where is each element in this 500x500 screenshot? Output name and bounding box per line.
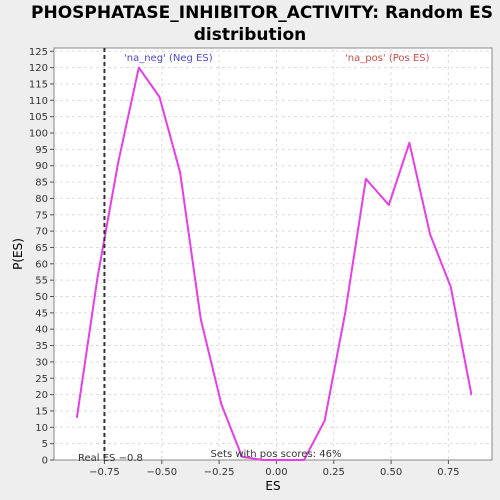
x-tick-label: −0.25 (204, 467, 235, 478)
real-es-label: Real ES −0.8 (78, 453, 143, 464)
neg-es-label: 'na_neg' (Neg ES) (124, 53, 213, 64)
y-tick-label: 20 (35, 390, 48, 401)
data-point (117, 161, 119, 164)
y-axis-ticks: 0 5 10 15 20 25 30 35 40 45 50 55 60 65 70 75 80 85 90 95 10… (29, 47, 54, 467)
x-tick-label: −0.75 (89, 467, 120, 478)
y-axis-label: P(ES) (11, 238, 25, 270)
pos-scores-label: Sets with pos scores: 46% (211, 449, 342, 460)
y-tick-label: 45 (35, 308, 48, 319)
y-tick-label: 80 (35, 194, 48, 205)
data-point (138, 67, 140, 69)
data-point (429, 233, 431, 235)
data-point (262, 459, 264, 461)
series-line (75, 66, 473, 461)
data-point (96, 276, 99, 278)
y-tick-label: 95 (35, 145, 48, 156)
y-tick-label: 25 (35, 374, 48, 385)
y-tick-label: 40 (35, 325, 48, 336)
data-point (179, 171, 181, 173)
y-tick-label: 60 (35, 259, 48, 270)
data-point (470, 394, 472, 396)
y-tick-label: 110 (29, 96, 48, 107)
y-tick-label: 70 (35, 227, 48, 238)
data-point (388, 204, 390, 206)
data-point (450, 286, 452, 288)
y-tick-label: 30 (35, 357, 48, 368)
y-tick-label: 85 (35, 178, 48, 189)
data-point (158, 96, 161, 98)
data-point (365, 178, 367, 180)
x-tick-label: 0.00 (265, 467, 287, 478)
y-tick-label: 55 (35, 276, 48, 287)
y-tick-label: 125 (29, 47, 48, 58)
x-axis-ticks: −0.75 −0.50 −0.25 0.00 0.25 0.50 0.75 (89, 460, 460, 478)
x-tick-label: −0.50 (146, 467, 177, 478)
data-point (200, 318, 202, 320)
chart-title-line2: distribution (194, 25, 306, 45)
y-tick-label: 105 (29, 112, 48, 123)
chart-title-line1: PHOSPHATASE_INHIBITOR_ACTIVITY: Random E… (31, 3, 493, 23)
data-point (241, 456, 243, 458)
y-tick-label: 65 (35, 243, 48, 254)
series-layer (75, 66, 473, 461)
y-tick-label: 50 (35, 292, 48, 303)
data-point (408, 142, 411, 144)
x-tick-label: 0.75 (437, 467, 459, 478)
y-tick-label: 90 (35, 161, 48, 172)
data-point (323, 420, 326, 422)
y-tick-label: 75 (35, 210, 48, 221)
y-tick-label: 100 (29, 129, 48, 140)
data-point (282, 459, 284, 461)
y-tick-label: 15 (35, 406, 48, 417)
pos-es-label: 'na_pos' (Pos ES) (345, 53, 430, 64)
y-tick-label: 10 (35, 423, 48, 434)
x-tick-label: 0.50 (380, 467, 402, 478)
data-point (76, 416, 78, 419)
y-tick-label: 115 (29, 79, 48, 90)
y-tick-label: 120 (29, 63, 48, 74)
data-point (344, 312, 346, 314)
plot-area (53, 47, 493, 461)
x-axis-label: ES (265, 479, 280, 493)
data-point (303, 459, 305, 461)
y-tick-label: 5 (42, 439, 48, 450)
y-tick-label: 0 (42, 456, 48, 467)
x-tick-label: 0.25 (323, 467, 345, 478)
data-point (220, 403, 223, 406)
y-tick-label: 35 (35, 341, 48, 352)
